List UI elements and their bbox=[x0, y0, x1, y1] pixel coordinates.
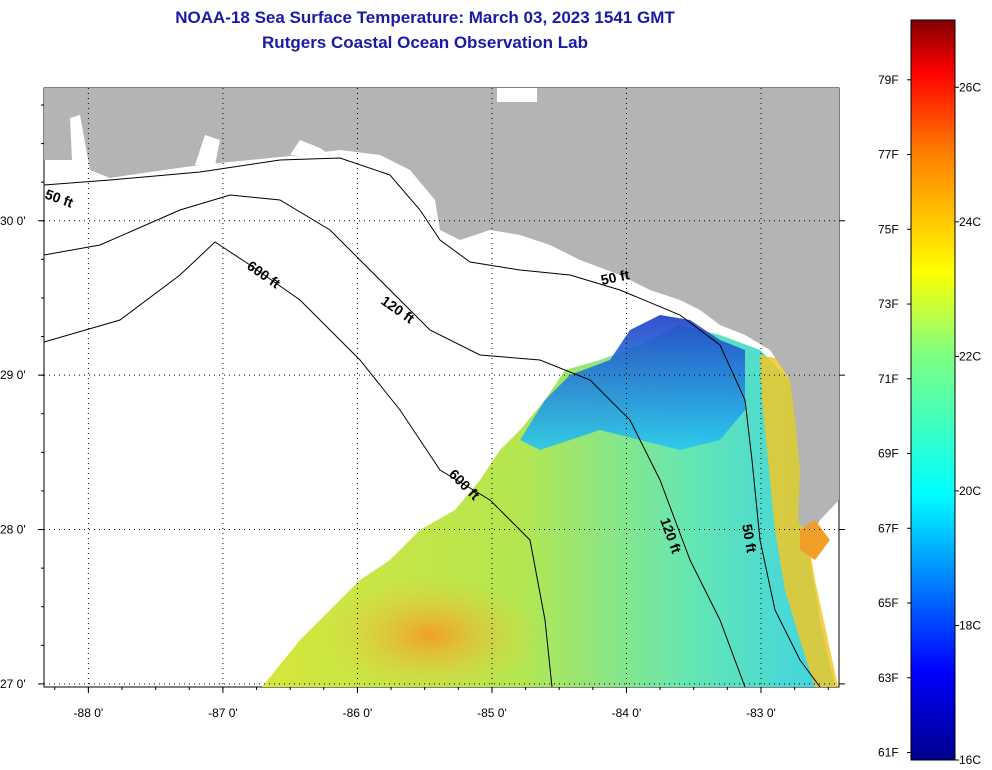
lat-tick-label: 29 0' bbox=[0, 368, 26, 382]
contour-50ft bbox=[44, 157, 821, 687]
bay-inlet bbox=[195, 135, 220, 165]
sst-cold-band bbox=[520, 315, 745, 450]
contour-label: 50 ft bbox=[739, 523, 760, 554]
lat-tick-label: 30 0' bbox=[0, 214, 26, 228]
contour-600ft bbox=[44, 241, 553, 687]
lon-tick-label: -87 0' bbox=[208, 706, 238, 720]
lon-tick-label: -84 0' bbox=[612, 706, 642, 720]
lon-tick-label: -83 0' bbox=[746, 706, 776, 720]
lat-tick-label: 28 0' bbox=[0, 523, 26, 537]
lon-tick-label: -88 0' bbox=[74, 706, 104, 720]
lon-tick-label: -85 0' bbox=[477, 706, 507, 720]
lat-tick-label: 27 0' bbox=[0, 677, 26, 691]
sst-warm-patch bbox=[320, 575, 540, 687]
bay-inlet bbox=[290, 140, 330, 155]
contour-120ft bbox=[44, 194, 746, 687]
lon-tick-label: -86 0' bbox=[343, 706, 373, 720]
longitude-axis: -88 0' -87 0' -86 0' -85 0' -84 0' -83 0' bbox=[54, 687, 829, 720]
latitude-axis: 27 0' 28 0' 29 0' 30 0' bbox=[0, 104, 845, 691]
bay-inlet bbox=[800, 520, 830, 560]
map-subtitle: Rutgers Coastal Ocean Observation Lab bbox=[262, 33, 588, 52]
land-mass bbox=[44, 88, 839, 540]
contour-label: 50 ft bbox=[599, 266, 631, 288]
map-title: NOAA-18 Sea Surface Temperature: March 0… bbox=[175, 8, 675, 27]
cloud-gap bbox=[497, 88, 537, 102]
bathymetry-contours bbox=[44, 157, 821, 687]
